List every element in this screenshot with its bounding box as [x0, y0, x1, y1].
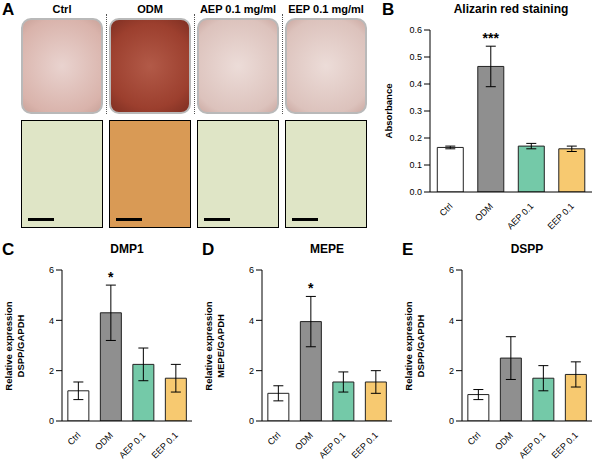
html-text:Alizarin red staining: Alizarin red staining — [453, 2, 569, 16]
html-text:Relative expression: Relative expression — [203, 300, 214, 391]
html-text:D: D — [202, 240, 215, 259]
svg-text:0: 0 — [49, 416, 54, 426]
svg-text:6: 6 — [49, 265, 54, 275]
svg-text:0.5: 0.5 — [409, 52, 422, 62]
svg-text:ODM: ODM — [473, 201, 495, 223]
html-text:B: B — [382, 0, 395, 19]
svg-text:*: * — [308, 280, 314, 296]
html-text:DSPP/GAPDH: DSPP/GAPDH — [15, 314, 26, 377]
html-text:EEP 0.1 mg/ml: EEP 0.1 mg/ml — [288, 3, 364, 15]
html-text:DSPP/GAPDH: DSPP/GAPDH — [415, 314, 426, 377]
svg-text:0: 0 — [249, 416, 254, 426]
html-text:Relative expression: Relative expression — [3, 300, 14, 391]
svg-text:AEP 0.1: AEP 0.1 — [317, 430, 347, 460]
svg-text:6: 6 — [449, 265, 454, 275]
svg-text:AEP 0.1: AEP 0.1 — [517, 430, 547, 460]
html-text:A: A — [2, 0, 15, 19]
svg-text:2: 2 — [449, 366, 454, 376]
html-text:MEPE: MEPE — [310, 242, 344, 256]
svg-text:4: 4 — [449, 316, 454, 326]
svg-text:2: 2 — [49, 366, 54, 376]
html-text:ODM: ODM — [137, 3, 163, 15]
svg-text:EEP 0.1: EEP 0.1 — [546, 201, 576, 231]
svg-text:ODM: ODM — [493, 430, 515, 452]
svg-text:0: 0 — [449, 416, 454, 426]
html-text:Relative expression: Relative expression — [403, 300, 414, 391]
svg-text:2: 2 — [249, 366, 254, 376]
svg-text:EEP 0.1: EEP 0.1 — [550, 430, 580, 460]
svg-text:4: 4 — [49, 316, 54, 326]
svg-text:Ctrl: Ctrl — [438, 201, 455, 218]
html-text:C: C — [2, 240, 15, 259]
html-text:MEPE/GAPDH: MEPE/GAPDH — [215, 313, 226, 378]
svg-text:ODM: ODM — [293, 430, 315, 452]
svg-text:Ctrl: Ctrl — [66, 430, 83, 447]
svg-text:0.6: 0.6 — [409, 25, 422, 35]
html-text:AEP 0.1 mg/ml: AEP 0.1 mg/ml — [199, 3, 277, 15]
svg-text:0.0: 0.0 — [409, 187, 422, 197]
svg-text:AEP 0.1: AEP 0.1 — [505, 201, 535, 231]
html-text:DSPP: DSPP — [510, 242, 544, 256]
svg-text:EEP 0.1: EEP 0.1 — [350, 430, 380, 460]
svg-text:0.2: 0.2 — [409, 133, 422, 143]
svg-text:0.3: 0.3 — [409, 106, 422, 116]
svg-text:4: 4 — [249, 316, 254, 326]
svg-text:Ctrl: Ctrl — [266, 430, 283, 447]
svg-text:Ctrl: Ctrl — [466, 430, 483, 447]
svg-text:0.1: 0.1 — [409, 160, 422, 170]
svg-text:***: *** — [483, 30, 500, 46]
svg-text:AEP 0.1: AEP 0.1 — [117, 430, 147, 460]
svg-text:*: * — [108, 270, 114, 285]
html-text:Absorbance: Absorbance — [383, 83, 394, 139]
svg-text:6: 6 — [249, 265, 254, 275]
svg-text:ODM: ODM — [93, 430, 115, 452]
html-text:E: E — [402, 240, 414, 259]
svg-text:0.4: 0.4 — [409, 79, 422, 89]
html-text:Ctrl: Ctrl — [52, 3, 72, 15]
html-text:DMP1: DMP1 — [110, 242, 144, 256]
svg-text:EEP 0.1: EEP 0.1 — [150, 430, 180, 460]
